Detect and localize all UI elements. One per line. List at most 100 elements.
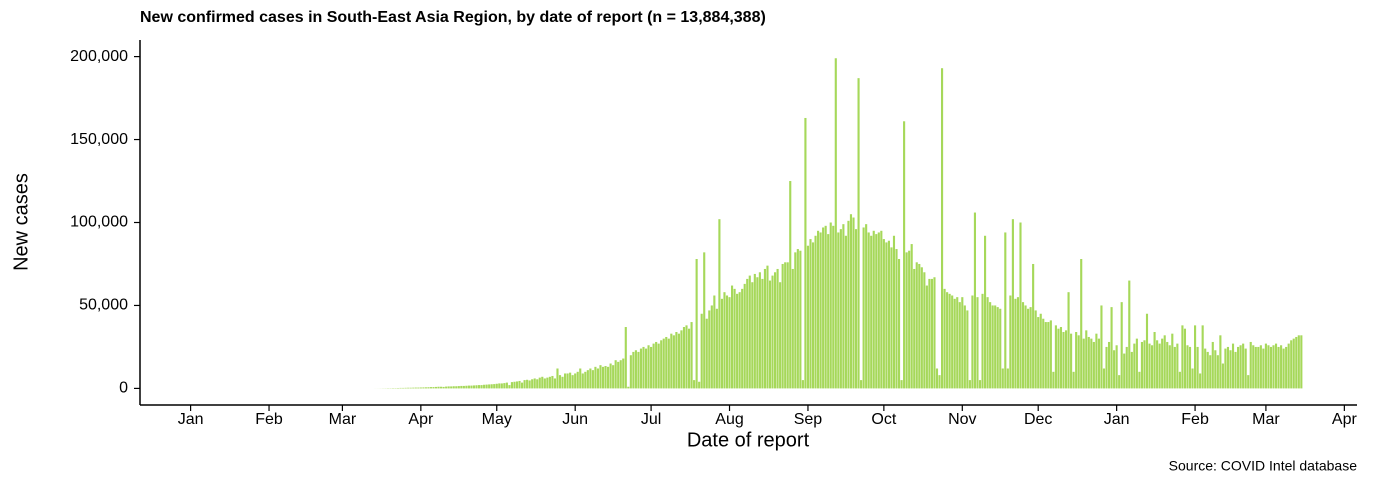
bar (485, 384, 488, 389)
bar (897, 259, 901, 389)
bar (791, 268, 794, 389)
bar (867, 232, 870, 389)
bar (1064, 330, 1068, 389)
bar (971, 295, 974, 389)
bar (748, 275, 751, 389)
bar (1009, 295, 1012, 389)
bar (1221, 363, 1224, 389)
bar (1128, 280, 1131, 389)
bar (505, 382, 508, 389)
bar (637, 351, 640, 389)
bar (1133, 343, 1136, 389)
bar (556, 368, 559, 389)
bar (700, 313, 703, 389)
bar (574, 373, 577, 389)
bar (1204, 348, 1207, 389)
y-tick-label: 150,000 (70, 131, 128, 148)
bar (558, 375, 562, 389)
bar (817, 230, 820, 389)
bar (515, 381, 519, 389)
bar (1039, 313, 1042, 389)
bar (477, 385, 481, 389)
bar (551, 375, 554, 389)
bar (1264, 343, 1267, 389)
bar (1123, 353, 1126, 389)
bar (738, 292, 741, 389)
bar (1186, 345, 1189, 389)
bar (1242, 343, 1245, 389)
bar (531, 379, 534, 389)
bar (705, 318, 708, 389)
bar (1183, 328, 1187, 389)
bar (895, 249, 898, 389)
bar (751, 282, 754, 389)
bar (1262, 348, 1265, 389)
bar (872, 230, 875, 389)
bar (1280, 345, 1283, 389)
bar (963, 305, 966, 389)
bar (984, 235, 987, 389)
bar (930, 278, 933, 389)
bar (951, 295, 954, 389)
x-tick-label: Jan (1104, 411, 1130, 428)
y-tick-label: 100,000 (70, 214, 128, 231)
bar (604, 366, 607, 389)
bar (1239, 345, 1242, 389)
bar (576, 371, 579, 389)
bar (961, 297, 964, 389)
bar (865, 224, 868, 389)
bar (905, 252, 908, 389)
bar (601, 366, 605, 389)
bar (1037, 317, 1040, 389)
bar (682, 327, 686, 389)
bar (1257, 346, 1260, 389)
bar (743, 283, 746, 389)
bar (457, 386, 460, 389)
x-tick-label: Jun (562, 411, 588, 428)
bar (713, 295, 716, 389)
bar (1272, 345, 1275, 389)
bar (1285, 346, 1288, 389)
x-tick-label: Nov (948, 411, 976, 428)
bar (513, 381, 516, 389)
bar (670, 333, 673, 389)
x-tick-label: May (482, 411, 512, 428)
bar (1097, 338, 1100, 389)
bar (1211, 341, 1214, 389)
bar (404, 387, 407, 389)
bar (814, 235, 817, 389)
bar (629, 355, 632, 389)
bar (677, 333, 680, 389)
bar (827, 234, 830, 389)
bar (434, 386, 438, 389)
bar (847, 220, 850, 389)
bar (913, 268, 916, 389)
bar (999, 308, 1002, 389)
bar (412, 387, 415, 389)
bar (1125, 346, 1128, 389)
bar (920, 267, 923, 389)
bar (771, 275, 774, 389)
bar (584, 371, 587, 389)
bar (447, 386, 450, 389)
bar (887, 240, 890, 389)
bar (958, 302, 961, 389)
bar (480, 385, 483, 389)
bar (409, 387, 412, 389)
bar (1181, 325, 1184, 389)
bar (1130, 351, 1133, 389)
y-tick-label: 50,000 (79, 297, 128, 314)
bar (708, 310, 711, 389)
bar (763, 268, 767, 389)
bar (1216, 355, 1219, 389)
bar (976, 297, 979, 389)
bar (842, 224, 845, 389)
bar (1102, 368, 1106, 389)
bar (900, 380, 903, 389)
bar (424, 387, 427, 389)
bar (852, 217, 855, 389)
bar (427, 387, 430, 389)
bar (1199, 373, 1202, 389)
bar (903, 121, 906, 389)
bar (1168, 345, 1171, 389)
